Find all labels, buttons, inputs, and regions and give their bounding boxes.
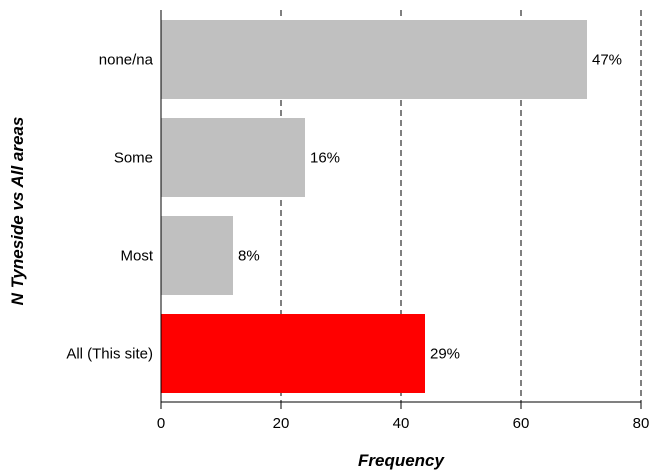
y-axis-title: N Tyneside vs All areas [8, 117, 27, 306]
category-label-1: Some [114, 150, 153, 167]
data-label-3: 29% [430, 346, 460, 363]
x-tick-label-20: 20 [273, 415, 290, 432]
bar-1 [161, 118, 305, 197]
data-label-1: 16% [310, 150, 340, 167]
category-label-2: Most [120, 248, 153, 265]
bar-2 [161, 216, 233, 295]
data-label-0: 47% [592, 52, 622, 69]
x-tick-label-0: 0 [157, 415, 165, 432]
bar-0 [161, 20, 587, 99]
x-tick-label-80: 80 [633, 415, 650, 432]
category-label-0: none/na [99, 52, 154, 69]
x-tick-label-60: 60 [513, 415, 530, 432]
data-label-2: 8% [238, 248, 260, 265]
x-tick-label-40: 40 [393, 415, 410, 432]
bars [161, 20, 587, 393]
bar-3 [161, 314, 425, 393]
x-axis-title: Frequency [358, 451, 446, 470]
category-label-3: All (This site) [66, 346, 153, 363]
